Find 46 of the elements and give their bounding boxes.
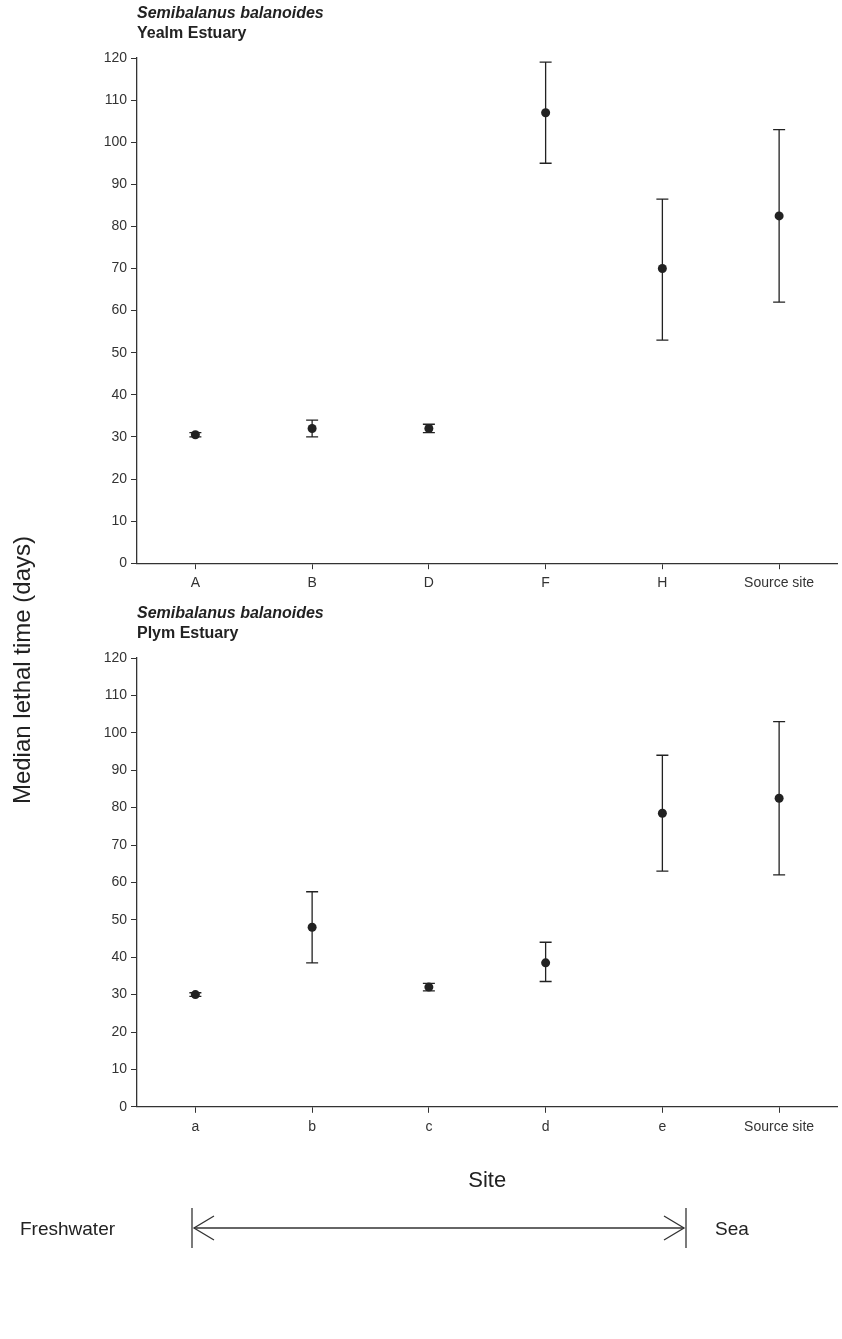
y-tick-label: 100 <box>103 133 128 150</box>
y-tick-label: 40 <box>111 385 128 402</box>
y-tick-label: 110 <box>104 90 128 107</box>
y-tick-label: 90 <box>111 761 128 778</box>
y-tick-label: 70 <box>111 835 128 852</box>
y-tick-label: 0 <box>119 554 128 571</box>
chart-title: Semibalanus balanoides <box>137 4 324 22</box>
y-tick-label: 40 <box>111 948 128 965</box>
text: Sea <box>715 1218 749 1240</box>
x-tick-label: B <box>307 574 317 591</box>
y-tick-label: 120 <box>103 48 128 65</box>
x-tick-label: H <box>657 574 668 591</box>
x-tick-label: c <box>425 1118 433 1135</box>
y-axis-title: Median lethal time (days) <box>8 535 37 805</box>
y-tick-label: 70 <box>111 259 128 276</box>
chart-subtitle: Plym Estuary <box>137 624 239 642</box>
y-tick-label: 50 <box>111 343 128 360</box>
y-tick-label: 10 <box>111 1060 128 1077</box>
y-tick-label: 80 <box>111 217 128 234</box>
x-axis-title: Site <box>468 1166 507 1192</box>
x-tick-label: e <box>658 1118 667 1135</box>
text: Freshwater <box>20 1218 116 1240</box>
y-tick-label: 60 <box>111 873 128 890</box>
x-tick-label: a <box>191 1118 200 1135</box>
x-tick-label: Source site <box>744 574 815 591</box>
x-tick-label: F <box>541 574 550 591</box>
y-tick-label: 30 <box>111 427 128 444</box>
x-tick-label: A <box>190 574 201 591</box>
x-tick-label: d <box>541 1118 550 1135</box>
chart-title: Semibalanus balanoides <box>137 604 324 622</box>
chart-subtitle: Yealm Estuary <box>137 24 247 42</box>
y-tick-label: 0 <box>119 1097 128 1114</box>
y-tick-label: 60 <box>111 301 128 318</box>
x-tick-label: D <box>423 574 434 591</box>
y-tick-label: 20 <box>111 469 128 486</box>
y-tick-label: 110 <box>104 686 128 703</box>
x-tick-label: Source site <box>744 1118 815 1135</box>
y-tick-label: 20 <box>111 1022 128 1039</box>
y-tick-label: 100 <box>103 723 128 740</box>
y-tick-label: 80 <box>111 798 128 815</box>
x-tick-label: b <box>308 1118 317 1135</box>
y-tick-label: 50 <box>111 910 128 927</box>
y-tick-label: 10 <box>111 511 128 528</box>
y-tick-label: 30 <box>111 985 128 1002</box>
y-tick-label: 90 <box>111 175 128 192</box>
y-tick-label: 120 <box>103 648 128 665</box>
